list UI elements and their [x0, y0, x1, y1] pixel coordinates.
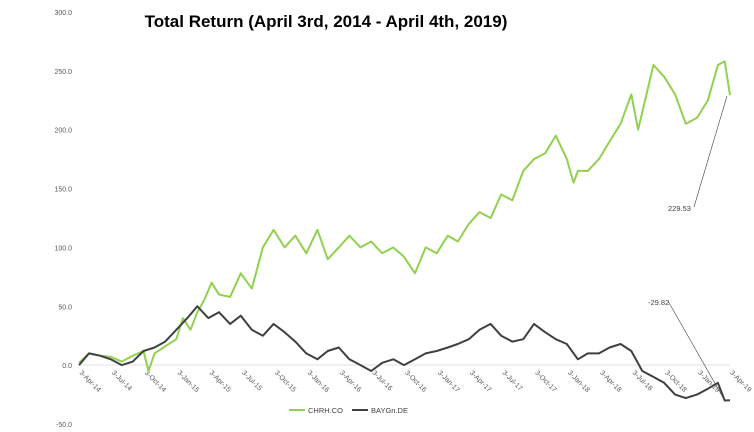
y-tick-label: 250.0: [54, 69, 72, 76]
y-tick-label: 150.0: [54, 187, 72, 194]
x-tick-label: 3-Jul-18: [631, 370, 654, 393]
x-tick-label: 3-Jan-19: [696, 370, 721, 395]
x-tick-label: 3-Apr-18: [598, 370, 622, 394]
chart-title: Total Return (April 3rd, 2014 - April 4t…: [145, 12, 508, 31]
series-line-bay: [78, 305, 731, 402]
legend-label-bay: BAYGn.DE: [371, 406, 408, 415]
x-tick-label: 3-Jan-15: [176, 370, 201, 395]
x-tick-label: 3-Jul-15: [240, 370, 263, 393]
legend-label-chrh: CHRH.CO: [308, 406, 343, 415]
y-tick-label: 300.0: [54, 10, 72, 17]
annotation-chrh-value: 229.53: [668, 204, 691, 213]
x-tick-label: 3-Oct-16: [403, 370, 427, 394]
series-layer: [78, 60, 731, 402]
y-tick-label: 50.0: [58, 304, 72, 311]
legend-item-chrh: CHRH.CO: [289, 406, 343, 415]
x-tick-label: 3-Jul-17: [501, 370, 524, 393]
legend-item-bay: BAYGn.DE: [352, 406, 408, 415]
legend: CHRH.CO BAYGn.DE: [289, 406, 408, 415]
annotation-bay-value: -29.82: [648, 298, 669, 307]
annotation-leader-chrh: [693, 95, 728, 208]
annotation-layer: 229.53 -29.82: [648, 95, 728, 402]
x-tick-label: 3-Jan-17: [436, 370, 461, 395]
y-tick-label: 0.0: [62, 363, 72, 370]
y-tick-label: 200.0: [54, 128, 72, 135]
x-tick-label: 3-Jan-18: [566, 370, 591, 395]
x-axis: 3-Apr-14 3-Jul-14 3-Oct-14 3-Jan-15 3-Apr-15…: [78, 364, 753, 395]
x-tick-label: 3-Oct-17: [533, 370, 557, 394]
annotation-leader-bay: [667, 300, 726, 402]
x-tick-label: 3-Apr-17: [468, 370, 492, 394]
y-tick-label: -50.0: [56, 422, 72, 429]
x-tick-label: 3-Oct-18: [663, 370, 687, 394]
x-tick-label: 3-Oct-14: [143, 370, 167, 394]
x-tick-label: 3-Jul-16: [370, 370, 393, 393]
x-tick-label: 3-Jul-14: [110, 370, 133, 393]
series-line-chrh: [78, 60, 731, 372]
y-axis: -50.0 0.0 50.0 100.0 150.0 200.0 250.0 300.0: [54, 10, 72, 429]
x-tick-label: 3-Apr-19: [728, 370, 752, 394]
x-tick-label: 3-Oct-15: [273, 370, 297, 394]
x-tick-label: 3-Jan-16: [306, 370, 331, 395]
x-tick-label: 3-Apr-15: [208, 370, 232, 394]
x-tick-label: 3-Apr-14: [78, 370, 102, 394]
y-tick-label: 100.0: [54, 245, 72, 252]
x-tick-label: 3-Apr-16: [338, 370, 362, 394]
